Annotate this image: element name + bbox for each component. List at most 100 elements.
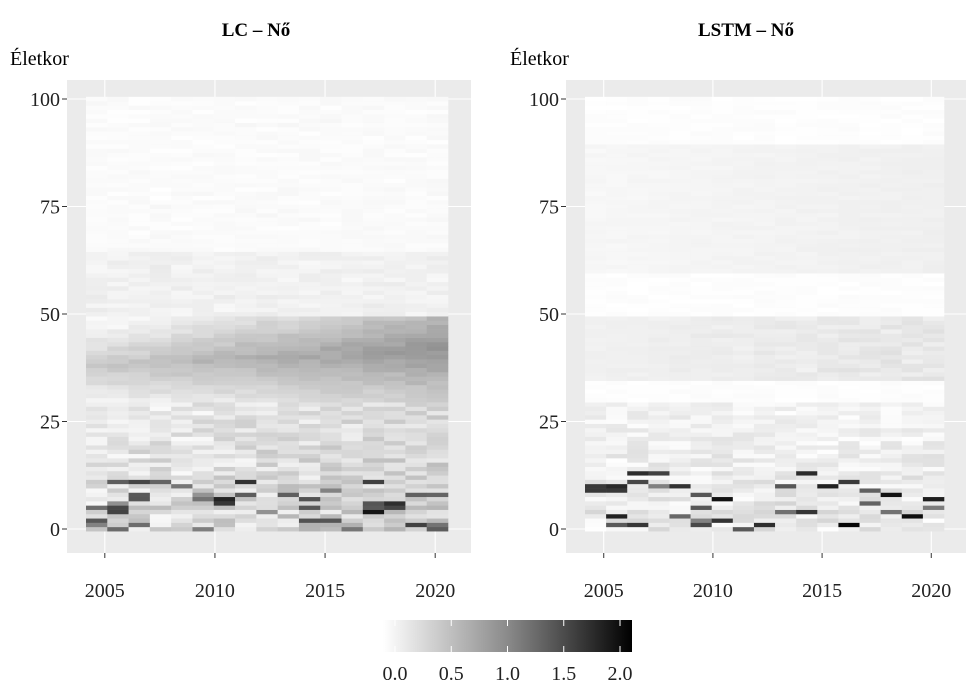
heatmap-cell [901,243,924,248]
heatmap-cell [732,505,755,510]
heatmap-cell [277,475,300,480]
heatmap-cell [213,410,236,416]
heatmap-cell [732,131,755,136]
heatmap-cell [171,509,193,515]
x-tick-label: 2010 [693,580,733,602]
heatmap-cell [86,169,108,175]
heatmap-cell [922,135,945,141]
heatmap-cell [341,410,364,416]
heatmap-cell [627,178,649,184]
heatmap-cell [192,333,215,338]
heatmap-cell [320,501,342,506]
heatmap-cell [753,290,776,295]
heatmap-cell [213,367,236,373]
heatmap-cell [627,169,649,175]
heatmap-cell [341,440,364,446]
heatmap-cell [711,337,734,343]
heatmap-cell [690,423,713,429]
heatmap-cell [775,346,797,351]
heatmap-cell [711,384,734,390]
heatmap-cell [235,96,257,102]
heatmap-cell [256,333,278,338]
heatmap-cell [732,135,755,141]
heatmap-cell [277,273,300,278]
heatmap-cell [859,101,881,106]
heatmap-cell [775,513,797,519]
heatmap-cell [192,225,215,231]
heatmap-cell [606,354,628,360]
heatmap-cell [669,169,691,175]
heatmap-cell [320,139,342,145]
heatmap-cell [341,346,364,351]
heatmap-cell [732,440,755,446]
heatmap-cell [711,144,734,149]
heatmap-cell [192,165,215,171]
heatmap-cell [213,247,236,252]
heatmap-cell [796,273,818,278]
heatmap-cell [213,281,236,287]
heatmap-cell [796,221,818,227]
heatmap-cell [859,230,881,235]
heatmap-cell [775,187,797,192]
heatmap-cell [426,363,449,369]
heatmap-cell [859,449,881,455]
heatmap-cell [585,475,607,480]
heatmap-cell [384,329,406,334]
heatmap-cell [585,126,607,132]
heatmap-cell [585,320,607,326]
heatmap-cell [606,415,628,420]
heatmap-cell [107,458,129,463]
heatmap-cell [585,453,607,459]
heatmap-cell [796,122,818,128]
heatmap-cell [362,178,385,184]
heatmap-cell [711,406,734,412]
heatmap-cell [149,372,172,377]
heatmap-cell [384,462,406,467]
heatmap-cell [192,488,215,493]
heatmap-cell [669,423,691,429]
heatmap-cell [362,131,385,136]
heatmap-cell [405,307,427,313]
heatmap-cell [384,247,406,252]
heatmap-cell [362,402,385,407]
heatmap-cell [648,238,670,244]
y-tick-label: 25 [539,412,559,434]
heatmap-cell [256,126,278,132]
heatmap-cell [277,466,300,472]
heatmap-cell [235,255,257,261]
heatmap-cell [901,526,924,532]
heatmap-cell [585,135,607,141]
heatmap-cell [627,114,649,119]
heatmap-cell [86,329,108,334]
heatmap-cell [256,200,278,205]
heatmap-cell [859,324,881,330]
heatmap-cell [256,109,278,115]
heatmap-cell [405,182,427,188]
heatmap-cell [859,513,881,519]
heatmap-cell [753,260,776,265]
heatmap-cell [213,423,236,429]
heatmap-cell [128,122,151,128]
heatmap-cell [585,488,607,493]
heatmap-cell [128,187,151,192]
heatmap-cell [320,208,342,214]
heatmap-cell [320,212,342,218]
heatmap-cell [901,169,924,175]
heatmap-cell [277,363,300,369]
heatmap-cell [107,148,129,154]
heatmap-cell [838,273,860,278]
heatmap-cell [213,329,236,334]
heatmap-cell [796,135,818,141]
heatmap-cell [341,397,364,403]
heatmap-cell [171,264,193,270]
heatmap-cell [192,397,215,403]
heatmap-cell [149,148,172,154]
heatmap-cell [213,522,236,528]
heatmap-cell [256,513,278,519]
heatmap-cell [753,436,776,442]
heatmap-cell [859,187,881,192]
heatmap-cell [235,148,257,154]
heatmap-cell [796,453,818,459]
heatmap-cell [86,157,108,162]
heatmap-cell [235,264,257,270]
